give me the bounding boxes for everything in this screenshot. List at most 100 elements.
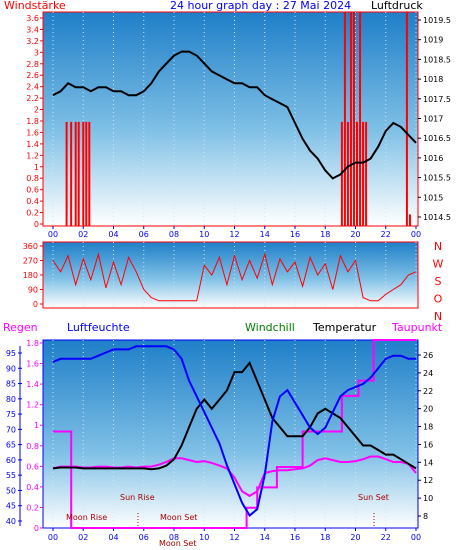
tick-label: 0.2: [26, 209, 39, 218]
tick-label: 00: [411, 533, 421, 542]
tick-label: 1019: [423, 36, 443, 45]
moon-rise-label: Moon Rise: [66, 513, 107, 522]
tick-label: 0.4: [26, 197, 39, 206]
label-taupunkt: Taupunkt: [391, 321, 443, 334]
panel1-plot: [42, 11, 419, 227]
tick-label: 1.6: [26, 128, 39, 137]
tick-label: 14: [423, 458, 433, 467]
tick-label: 1.2: [26, 151, 39, 160]
panel2-grid: [52, 242, 417, 308]
tick-label: 1.4: [26, 380, 39, 389]
tick-label: 20: [350, 230, 360, 239]
tick-label: 18: [320, 533, 330, 542]
humidity-line: [52, 345, 416, 518]
panel3-grid: [52, 340, 417, 528]
panel2-left-axis: 360 270 180 90 0: [23, 242, 43, 309]
tick-label: 1017.5: [423, 95, 451, 104]
label-temperatur: Temperatur: [312, 321, 377, 334]
panel1-x-axis: 00 02 04 06 08 10 12 14 16 18 20 22 00: [48, 226, 421, 239]
temperature-line: [52, 360, 417, 471]
tick-label: 0.2: [26, 503, 39, 512]
tick-label: 8: [423, 512, 428, 521]
tick-label: 3: [34, 48, 39, 57]
tick-label: 3.4: [26, 25, 39, 34]
tick-label: 0: [34, 220, 39, 229]
compass-label: N: [434, 310, 442, 323]
panel3-x-axis: 00 02 04 06 08 10 12 14 16 18 20 22 00: [48, 528, 421, 542]
tick-label: 55: [6, 471, 16, 480]
header-luftdruck: Luftdruck: [371, 0, 423, 12]
tick-label: 2.4: [26, 83, 39, 92]
tick-label: 45: [6, 502, 16, 511]
tick-label: 14: [260, 230, 270, 239]
tick-label: 50: [6, 486, 16, 495]
tick-label: 1018.5: [423, 55, 451, 64]
tick-label: 16: [290, 230, 300, 239]
tick-label: 20: [423, 405, 433, 414]
tick-label: 40: [6, 517, 16, 526]
tick-label: 12: [229, 533, 239, 542]
tick-label: 1: [34, 163, 39, 172]
moon-set-bottom-label: Moon Set: [159, 539, 196, 548]
panel1-left-axis: 3.6 3.4 3.2 3 2.8 2.6 2.4 2.2 2 1.8 1.6 1.4 1.2 1 0.8 0…: [26, 14, 43, 229]
tick-label: 1019.5: [423, 16, 451, 25]
tick-label: 06: [139, 533, 149, 542]
tick-label: 80: [6, 395, 16, 404]
tick-label: 1.2: [26, 401, 39, 410]
header-windstaerke: Windstärke: [4, 0, 66, 12]
tick-label: 10: [199, 230, 209, 239]
tick-label: 22: [423, 387, 433, 396]
tick-label: 24: [423, 369, 433, 378]
tick-label: 0.8: [26, 442, 39, 451]
tick-label: 85: [6, 380, 16, 389]
tick-label: 1017: [423, 115, 443, 124]
tick-label: 0.6: [26, 186, 39, 195]
header-title: 24 hour graph day : 27 Mai 2024: [170, 0, 351, 12]
tick-label: 04: [108, 533, 118, 542]
tick-label: 1016: [423, 154, 443, 163]
tick-label: 180: [23, 271, 38, 280]
tick-label: 1018: [423, 75, 443, 84]
tick-label: 1.6: [26, 360, 39, 369]
tick-label: 16: [423, 440, 433, 449]
tick-label: 0.4: [26, 483, 39, 492]
tick-label: 22: [381, 230, 391, 239]
tick-label: 14: [260, 533, 270, 542]
tick-label: 1016.5: [423, 134, 451, 143]
compass-label: O: [434, 293, 443, 306]
tick-label: 00: [411, 230, 421, 239]
tick-label: 0: [34, 524, 39, 533]
tick-label: 08: [169, 533, 179, 542]
tick-label: 0: [33, 300, 38, 309]
label-luftfeuchte: Luftfeuchte: [67, 321, 130, 334]
tick-label: 270: [23, 257, 38, 266]
panel1-right-axis: 1019.5 1019 1018.5 1018 1017.5 1017 1016.5 1016…: [418, 16, 451, 222]
rain-axis: 1.8 1.6 1.4 1.2 1 0.8 0.6 0.4 0.2 0: [26, 339, 43, 533]
tick-label: 1.4: [26, 140, 39, 149]
moon-set-label: Moon Set: [160, 513, 197, 522]
tick-label: 360: [23, 242, 38, 251]
tick-label: 2.8: [26, 60, 39, 69]
tick-label: 08: [169, 230, 179, 239]
tick-label: 02: [78, 533, 88, 542]
pressure-line: [52, 50, 417, 180]
sun-rise-label: Sun Rise: [120, 493, 155, 502]
tick-label: 18: [320, 230, 330, 239]
tick-label: 20: [350, 533, 360, 542]
tick-label: 02: [78, 230, 88, 239]
tick-label: 00: [48, 533, 58, 542]
tick-label: 3.6: [26, 14, 39, 23]
tick-label: 60: [6, 456, 16, 465]
tick-label: 1.8: [26, 339, 39, 348]
tick-label: 75: [6, 410, 16, 419]
tick-label: 1015.5: [423, 174, 451, 183]
tick-label: 1.8: [26, 117, 39, 126]
wind-direction-line: [52, 252, 417, 302]
tick-label: 22: [381, 533, 391, 542]
tick-label: 0.8: [26, 174, 39, 183]
tick-label: 04: [108, 230, 118, 239]
tick-label: 10: [199, 533, 209, 542]
tick-label: 90: [28, 286, 38, 295]
